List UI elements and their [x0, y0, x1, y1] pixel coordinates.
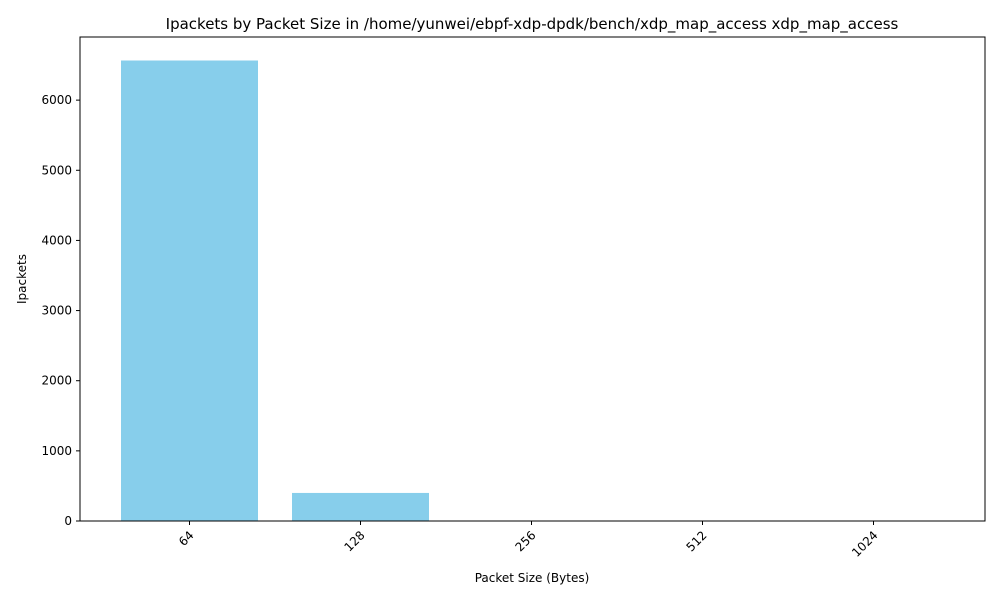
y-tick-label-4000: 4000: [41, 233, 72, 247]
bars-group: [121, 60, 429, 522]
y-tick-label-0: 0: [64, 514, 72, 528]
y-tick-label-2000: 2000: [41, 374, 72, 388]
y-tick-label-5000: 5000: [41, 163, 72, 177]
y-tick-label-3000: 3000: [41, 304, 72, 318]
plot-frame: [79, 36, 986, 522]
y-tick-label-1000: 1000: [41, 444, 72, 458]
y-tick-label-6000: 6000: [41, 93, 72, 107]
bar-128: [292, 492, 429, 521]
x-axis-label: Packet Size (Bytes): [475, 571, 590, 585]
bar-64: [121, 60, 258, 522]
x-tick-label-512: 512: [684, 528, 710, 554]
y-axis-label: Ipackets: [15, 254, 29, 304]
x-tick-label-128: 128: [342, 528, 368, 554]
x-tick-label-1024: 1024: [849, 528, 880, 559]
chart-title: Ipackets by Packet Size in /home/yunwei/…: [166, 15, 899, 34]
x-tick-label-256: 256: [513, 528, 539, 554]
x-axis-ticks: 64 128 256 512 1024: [176, 521, 881, 560]
y-axis-ticks: 0 1000 2000 3000 4000 5000 6000: [41, 93, 80, 528]
x-tick-label-64: 64: [176, 528, 197, 549]
